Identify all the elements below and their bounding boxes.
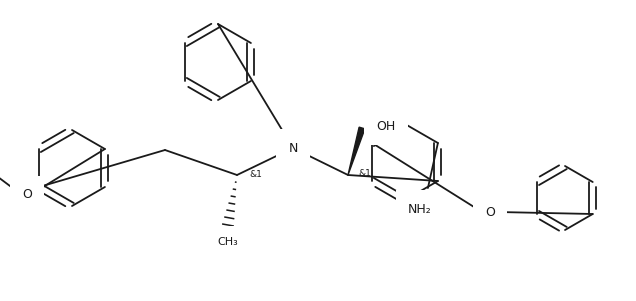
Text: OH: OH	[376, 119, 395, 132]
Text: NH₂: NH₂	[408, 203, 432, 216]
Text: O: O	[485, 206, 495, 219]
Text: &1: &1	[358, 169, 371, 178]
Text: &1: &1	[249, 170, 262, 179]
Text: O: O	[22, 188, 32, 201]
Text: CH₃: CH₃	[218, 237, 238, 247]
Text: N: N	[288, 141, 298, 154]
Polygon shape	[348, 127, 365, 175]
